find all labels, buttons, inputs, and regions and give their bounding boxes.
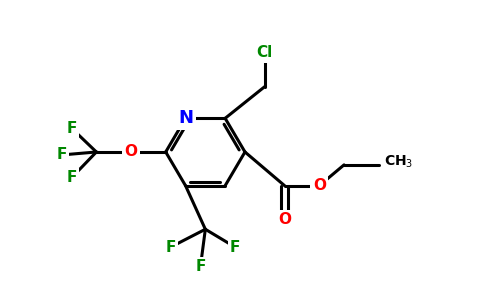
Text: F: F [66,121,77,136]
Text: O: O [124,145,137,160]
Text: O: O [278,212,291,227]
Text: N: N [178,109,193,127]
Text: F: F [66,170,77,185]
Text: O: O [313,178,326,193]
Text: Cl: Cl [257,45,273,60]
Text: F: F [195,260,206,274]
Text: F: F [230,240,240,255]
Text: F: F [57,148,67,163]
Text: CH$_3$: CH$_3$ [384,154,413,170]
Text: F: F [166,240,176,255]
